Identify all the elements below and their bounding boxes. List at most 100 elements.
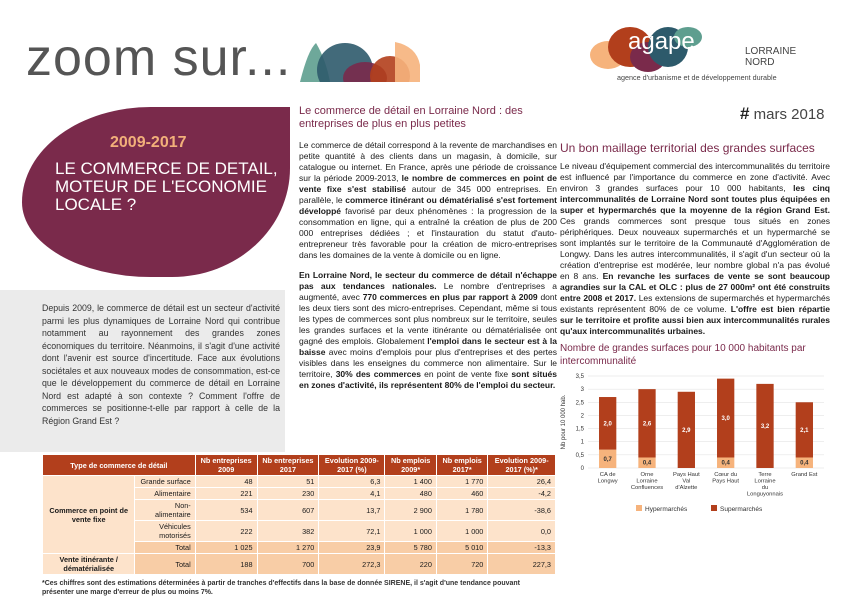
bold-text: En revanche les surfaces de vente se son… <box>560 271 831 303</box>
category-cell: Vente itinérante / dématérialisée <box>41 553 136 575</box>
bold-text: sont situés en zones d'activité, ils rep… <box>299 369 557 390</box>
data-label: 3,2 <box>761 424 770 430</box>
y-tick-label: 1,5 <box>576 427 585 433</box>
text-run: autour de 345 000 entreprises. En parall… <box>299 184 557 205</box>
bar-hypermarchés <box>599 449 617 468</box>
hash-mark: # <box>740 104 750 123</box>
bold-text: le nombre de commerces en point de vente… <box>299 173 557 194</box>
legend-swatch <box>711 505 717 511</box>
value-cell: 26,4 <box>487 475 556 488</box>
value-cell: 23,9 <box>318 541 386 554</box>
bar-supermarchés <box>795 402 813 458</box>
y-axis-label: Nb pour 10 000 hab. <box>561 394 567 449</box>
value-cell: 1 770 <box>435 475 489 488</box>
bold-text: l'emploi dans le secteur est à la baisse <box>299 336 557 357</box>
logo-region: LORRAINE NORD <box>745 46 797 68</box>
section-title: Un bon maillage territorial des grandes … <box>560 141 815 155</box>
logo-wordmark: agape <box>628 28 695 55</box>
value-cell: 460 <box>435 487 489 500</box>
value-cell: 72,1 <box>318 520 386 542</box>
bar-supermarchés <box>677 391 695 468</box>
y-tick-label: 2 <box>581 413 585 419</box>
text-run: dont les deux tiers sont des micro-entre… <box>299 292 557 346</box>
value-cell: 188 <box>194 553 258 575</box>
data-label: 0,7 <box>603 457 612 463</box>
value-cell: 700 <box>256 553 320 575</box>
issue-date: # mars 2018 <box>740 104 825 124</box>
agape-logo <box>590 27 702 72</box>
value-cell: 48 <box>194 475 258 488</box>
x-tick-label: Terre Lorraine du Longuyonnais <box>747 472 783 498</box>
article-column: Le commerce de détail en Lorraine Nord :… <box>299 105 557 391</box>
value-cell: 1 000 <box>435 520 489 542</box>
value-cell: 5 010 <box>435 541 489 554</box>
publication-title: zoom sur... <box>26 29 292 87</box>
x-tick-label: Grand Est <box>791 472 817 478</box>
value-cell: 2 900 <box>384 499 437 521</box>
bold-text: 30% des commerces <box>335 369 421 379</box>
bold-text: commerce itinérant ou dématérialisé s'es… <box>299 195 557 216</box>
x-tick-label: Orne Lorraine Confluences <box>631 472 663 491</box>
subtype-cell: Grande surface <box>134 475 196 488</box>
value-cell: 1 780 <box>435 499 489 521</box>
subtype-cell: Non-alimentaire <box>134 499 196 521</box>
value-cell: -38,6 <box>487 499 556 521</box>
value-cell: 1 025 <box>194 541 258 554</box>
subtype-cell: Total <box>134 553 196 575</box>
legend-label: Hypermarchés <box>645 506 688 513</box>
headline-shape <box>22 107 290 277</box>
commerce-table: Type de commerce de détail Nb entreprises… <box>41 454 556 575</box>
value-cell: 5 780 <box>384 541 437 554</box>
y-tick-label: 3,5 <box>576 374 585 380</box>
value-cell: 4,1 <box>318 487 386 500</box>
value-cell: 272,3 <box>318 553 386 575</box>
table-header-cell: Nb entreprises 2009 <box>194 454 258 476</box>
headline-years: 2009-2017 <box>110 134 187 151</box>
value-cell: 1 400 <box>384 475 437 488</box>
data-label: 2,6 <box>643 421 652 427</box>
data-label: 2,9 <box>682 428 691 434</box>
x-tick-label: CA de Longwy <box>598 472 618 485</box>
table-header-cell: Evolution 2009-2017 (%)* <box>487 454 556 476</box>
bar-supermarchés <box>756 383 774 468</box>
logo-subtitle: agence d'urbanisme et de développement d… <box>617 73 777 82</box>
value-cell: 480 <box>384 487 437 500</box>
bold-text: En Lorraine Nord, le secteur du commerce… <box>299 270 557 291</box>
intro-box <box>0 290 285 452</box>
bar-supermarchés <box>599 397 617 450</box>
value-cell: 222 <box>194 520 258 542</box>
value-cell: 51 <box>256 475 320 488</box>
bar-chart: 0 0,5 1 1,5 2 2,5 3 3,5 Nb pour 10 000 hab. 0,7 2,… <box>561 374 824 513</box>
text-run: Le niveau d'équipement commercial des in… <box>560 161 830 193</box>
article-paragraph-1: Le commerce de détail correspond à la re… <box>299 140 557 261</box>
text-run: Les extensions de supermarchés et hyperm… <box>560 293 831 314</box>
text-run: Le commerce de détail correspond à la re… <box>299 140 557 183</box>
x-tick-label: Cœur du Pays Haut <box>712 472 739 485</box>
decorative-shapes <box>300 42 420 82</box>
value-cell: -4,2 <box>487 487 556 500</box>
issue-date-text: mars 2018 <box>753 106 825 123</box>
value-cell: 220 <box>384 553 437 575</box>
legend-swatch <box>636 505 642 511</box>
value-cell: 720 <box>435 553 489 575</box>
article-paragraph-2: En Lorraine Nord, le secteur du commerce… <box>299 270 557 391</box>
text-run: Le nombre d'entreprises a augmenté, avec <box>299 281 557 302</box>
subtype-cell: Alimentaire <box>134 487 196 500</box>
text-run: en point de vente fixe <box>420 369 512 379</box>
chart-title: Nombre de grandes surfaces pour 10 000 h… <box>560 343 806 367</box>
category-cell: Commerce en point de vente fixe <box>41 475 136 554</box>
section-paragraph: Le niveau d'équipement commercial des in… <box>560 161 830 337</box>
text-run: favorisé par deux phénomènes : la progre… <box>299 206 557 260</box>
bar-supermarchés <box>717 378 735 458</box>
text-run: avec moins d'emplois pour plus d'entrepr… <box>299 347 557 379</box>
table-header-cell: Nb emplois 2017* <box>435 454 489 476</box>
y-tick-label: 0 <box>581 466 585 472</box>
bar-supermarchés <box>638 389 656 458</box>
bar-hypermarchés <box>638 457 656 468</box>
bold-text: L'offre est bien répartie sur le territo… <box>560 304 830 336</box>
table-header-cell: Nb emplois 2009* <box>384 454 437 476</box>
value-cell: 534 <box>194 499 258 521</box>
text-run: Ces grands commerces sont presque tous s… <box>560 216 830 281</box>
data-label: 0,4 <box>721 461 730 467</box>
value-cell: 382 <box>256 520 320 542</box>
